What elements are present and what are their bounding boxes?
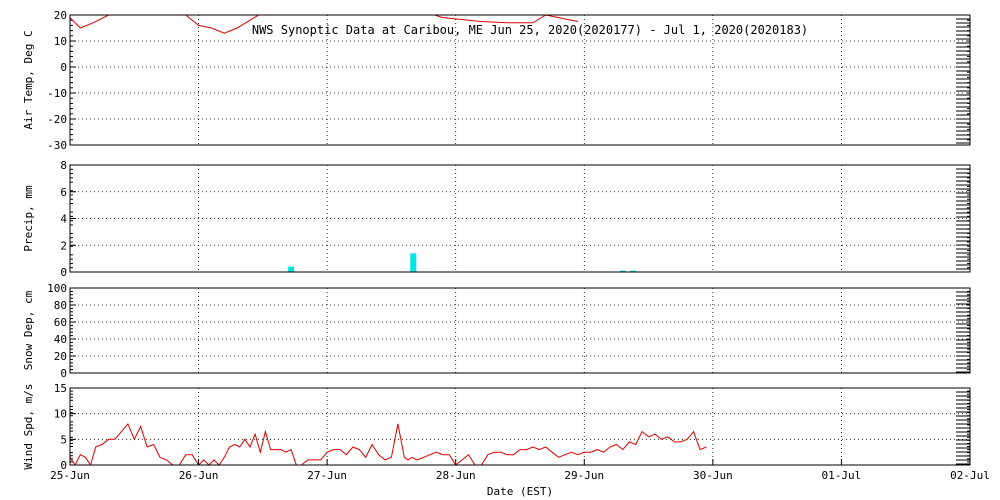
y-tick-label: 10 — [54, 35, 67, 48]
wind-speed-series-line — [70, 422, 707, 465]
y-tick-label: 6 — [60, 186, 67, 199]
panel-data — [70, 15, 578, 34]
x-tick-label: 27-Jun — [307, 469, 347, 482]
x-tick-label: 30-Jun — [693, 469, 733, 482]
precip-bar — [288, 266, 295, 272]
y-axis-label-air-temp: Air Temp, Deg C — [22, 30, 35, 129]
y-tick-label: -10 — [47, 87, 67, 100]
x-tick-label: 28-Jun — [436, 469, 476, 482]
y-tick-label: -20 — [47, 113, 67, 126]
panel-frame — [69, 387, 971, 466]
panel-frame — [69, 287, 971, 374]
y-tick-label: 100 — [47, 282, 67, 295]
panels-group: -30 -20 -10 0 10 20 Air Temp, Deg C 0 2 4 6 8 Precip… — [22, 9, 971, 472]
chart-title: NWS Synoptic Data at Caribou, ME Jun 25,… — [252, 23, 808, 37]
y-tick-label: 0 — [60, 61, 67, 74]
panel-snow-depth: 0 20 40 60 80 100 Snow Dep, cm — [22, 282, 971, 380]
panel-data — [70, 422, 707, 465]
air-temp-series-line — [70, 15, 578, 34]
x-tick-label: 02-Jul — [950, 469, 990, 482]
y-tick-label: 15 — [54, 382, 67, 395]
y-axis-label-wind-speed: Wind Spd, m/s — [22, 383, 35, 469]
x-tick-label: 01-Jul — [822, 469, 862, 482]
y-tick-label: 2 — [60, 239, 67, 252]
x-tick-label: 29-Jun — [564, 469, 604, 482]
y-tick-label: 0 — [60, 367, 67, 380]
y-tick-label: 4 — [60, 213, 67, 226]
y-tick-label: 8 — [60, 159, 67, 172]
panel-data — [288, 253, 637, 272]
x-axis-label: Date (EST) — [487, 485, 553, 498]
y-tick-label: 5 — [60, 433, 67, 446]
panel-air-temp: -30 -20 -10 0 10 20 Air Temp, Deg C — [22, 9, 971, 152]
panel-wind-speed: 0 5 10 15 Wind Spd, m/s — [22, 382, 971, 472]
y-tick-label: 20 — [54, 350, 67, 363]
panel-frame — [69, 164, 971, 273]
precip-bar — [619, 270, 626, 272]
x-tick-label: 25-Jun — [50, 469, 90, 482]
panel-precip: 0 2 4 6 8 Precip, mm — [22, 159, 971, 279]
y-tick-label: 20 — [54, 9, 67, 22]
panel-frame — [69, 14, 971, 146]
y-tick-label: 0 — [60, 266, 67, 279]
y-tick-label: 40 — [54, 333, 67, 346]
y-tick-label: 10 — [54, 408, 67, 421]
x-axis-ticks: 25-Jun 26-Jun 27-Jun 28-Jun 29-Jun 30-Jun 01-J… — [50, 459, 990, 482]
y-tick-label: 80 — [54, 299, 67, 312]
y-tick-label: -30 — [47, 139, 67, 152]
y-axis-label-snow-depth: Snow Dep, cm — [22, 290, 35, 370]
y-tick-label: 0 — [60, 459, 67, 472]
x-tick-label: 26-Jun — [179, 469, 219, 482]
precip-bar — [630, 270, 637, 272]
y-tick-label: 60 — [54, 316, 67, 329]
y-axis-label-precip: Precip, mm — [22, 185, 35, 252]
precip-bar — [410, 253, 417, 272]
